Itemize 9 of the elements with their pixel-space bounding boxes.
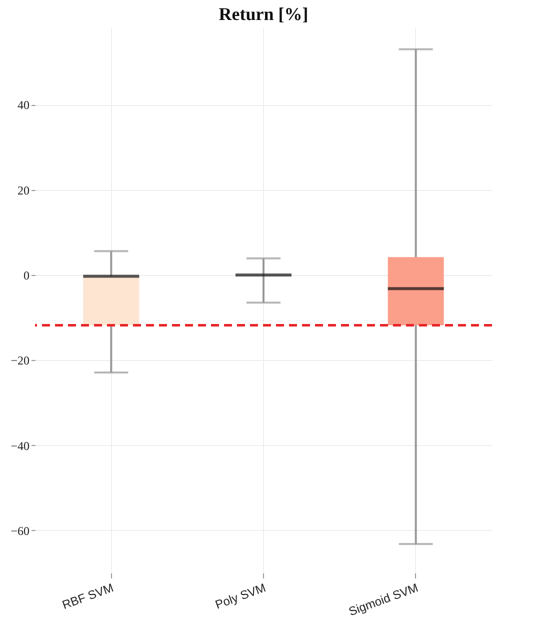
x-tick-label: Poly SVM (213, 580, 268, 612)
y-tick-label: 20 (18, 183, 30, 198)
y-tick-label: −40 (10, 438, 30, 453)
y-tick-label: 0 (24, 268, 30, 282)
y-tick-label: −60 (10, 524, 30, 538)
chart-title: Return [%] (218, 4, 308, 24)
y-tick-label: −20 (10, 354, 30, 368)
y-tick-label: 40 (18, 98, 30, 112)
x-tick-label: RBF SVM (60, 580, 116, 612)
